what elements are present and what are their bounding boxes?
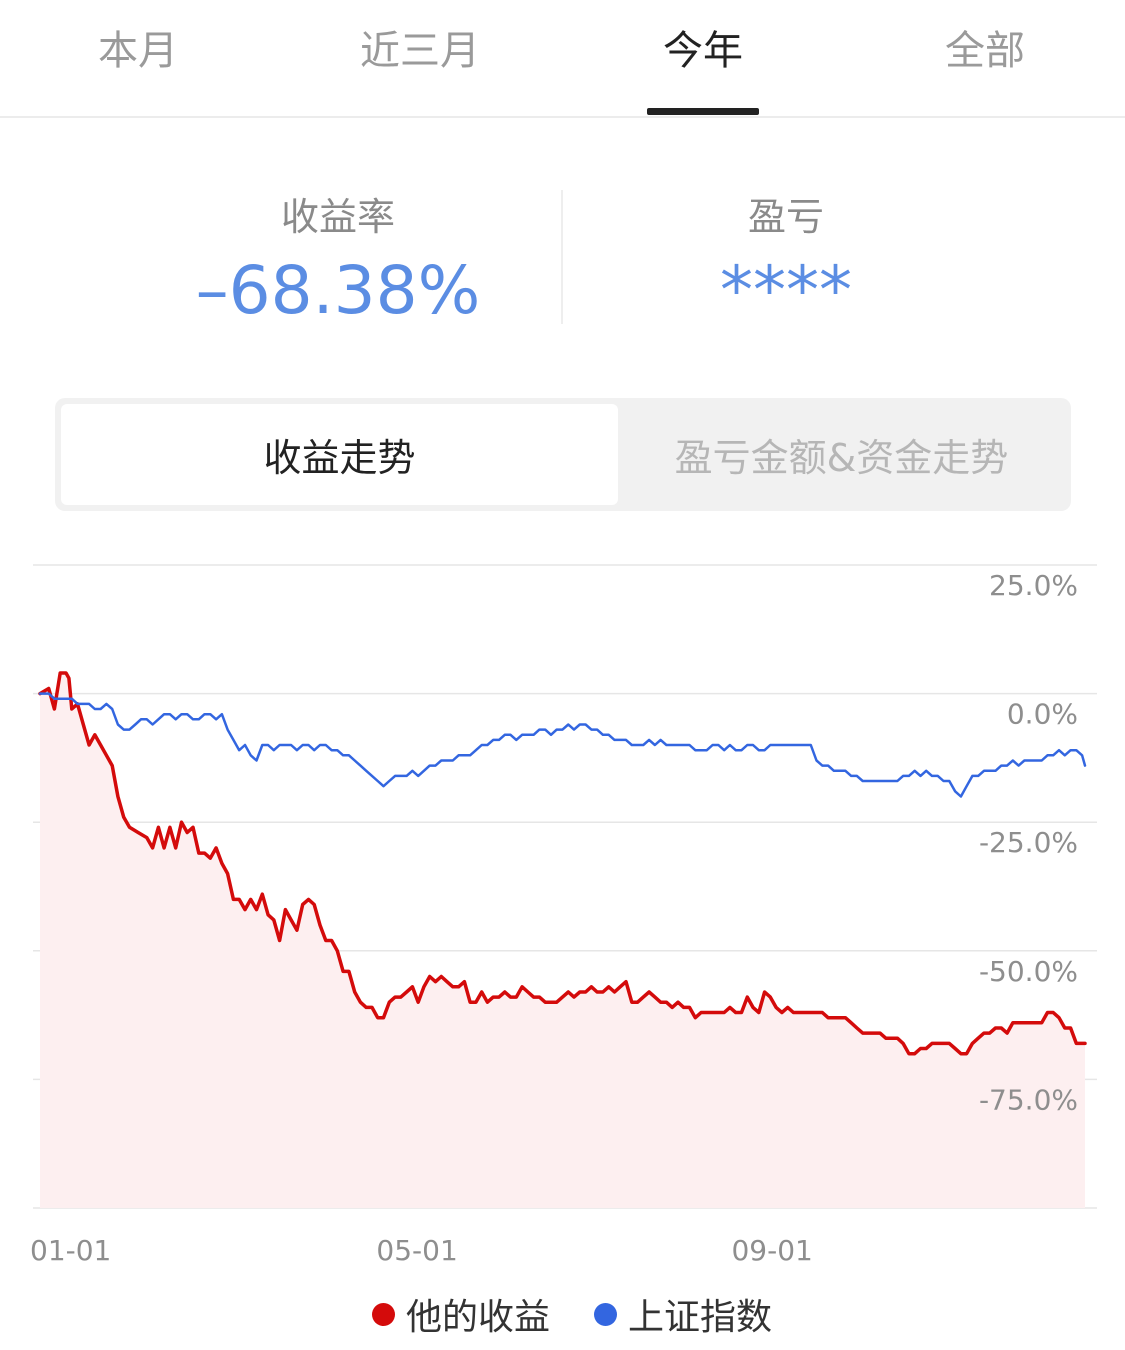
index-line <box>38 692 1087 798</box>
return-rate-label: 收益率 <box>280 195 395 239</box>
active-tab-indicator <box>647 108 759 115</box>
return-rate-value: –68.38% <box>195 252 481 329</box>
period-tabs: 本月 近三月 今年 全部 <box>0 0 1125 118</box>
pnl-value: **** <box>720 252 852 329</box>
legend-his-return-label: 他的收益 <box>406 1297 551 1338</box>
y-tick-label: -25.0% <box>979 826 1078 859</box>
return-chart: 25.0% 0.0% -25.0% -50.0% -75.0% 01-01 05-01 09… <box>30 564 1097 1267</box>
his-return-area <box>40 673 1085 1208</box>
tab-this-month[interactable]: 本月 <box>98 28 178 74</box>
tab-this-year[interactable]: 今年 <box>663 28 743 74</box>
chart-mode-toggle: 收益走势 盈亏金额&资金走势 <box>55 398 1071 511</box>
pnl-label: 盈亏 <box>747 195 824 239</box>
y-tick-label: -75.0% <box>979 1083 1078 1116</box>
stats-divider <box>561 190 563 324</box>
y-tick-label: 0.0% <box>1007 698 1078 731</box>
y-tick-label: 25.0% <box>989 569 1078 602</box>
legend-index: 上证指数 <box>594 1288 772 1340</box>
chart-legend: 他的收益 上证指数 <box>0 1288 1125 1338</box>
legend-his-return-dot <box>372 1302 395 1326</box>
x-tick-label: 05-01 <box>376 1234 457 1267</box>
tab-all[interactable]: 全部 <box>945 28 1025 74</box>
x-tick-label: 09-01 <box>731 1234 812 1267</box>
legend-index-label: 上证指数 <box>628 1297 773 1338</box>
tab-last-three-months[interactable]: 近三月 <box>360 28 480 74</box>
x-tick-label: 01-01 <box>30 1234 111 1267</box>
y-tick-label: -50.0% <box>979 955 1078 988</box>
legend-index-dot <box>594 1302 617 1326</box>
return-trend-option[interactable]: 收益走势 <box>61 404 618 505</box>
pnl-amount-fund-trend-option[interactable]: 盈亏金额&资金走势 <box>674 436 1009 480</box>
his-return-line <box>38 671 1087 1056</box>
legend-his-return: 他的收益 <box>372 1288 550 1340</box>
